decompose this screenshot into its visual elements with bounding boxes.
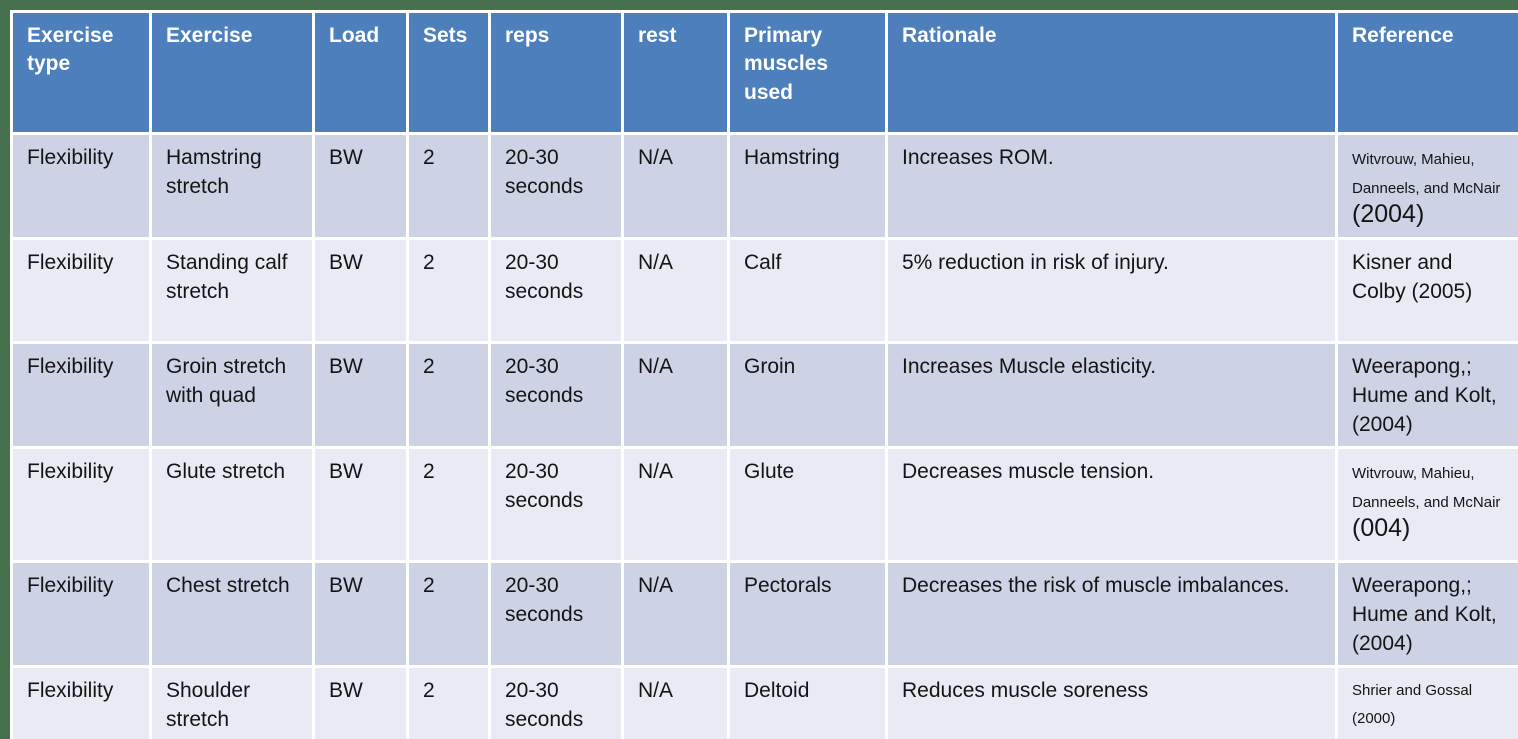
cell-primary-muscles: Pectorals bbox=[730, 562, 885, 665]
cell-reps: 20-30 seconds bbox=[491, 562, 621, 665]
header-rationale: Rationale bbox=[888, 13, 1335, 132]
cell-exercise-type: Flexibility bbox=[13, 239, 149, 341]
cell-rest: N/A bbox=[624, 562, 727, 665]
cell-reps: 20-30 seconds bbox=[491, 135, 621, 237]
cell-reps: 20-30 seconds bbox=[491, 239, 621, 341]
cell-reference: Kisner and Colby (2005) bbox=[1338, 239, 1518, 341]
cell-reference: Witvrouw, Mahieu, Danneels, and McNair (… bbox=[1338, 448, 1518, 560]
cell-primary-muscles: Deltoid bbox=[730, 667, 885, 739]
table-row: Flexibility Standing calf stretch BW 2 2… bbox=[13, 239, 1518, 341]
cell-exercise: Glute stretch bbox=[152, 448, 312, 560]
cell-primary-muscles: Calf bbox=[730, 239, 885, 341]
table-row: Flexibility Hamstring stretch BW 2 20-30… bbox=[13, 135, 1518, 237]
reference-authors: Weerapong,; Hume and Kolt, (2004) bbox=[1352, 573, 1497, 655]
cell-rationale: Increases Muscle elasticity. bbox=[888, 343, 1335, 446]
cell-sets: 2 bbox=[409, 667, 488, 739]
cell-rest: N/A bbox=[624, 667, 727, 739]
header-exercise: Exercise bbox=[152, 13, 312, 132]
cell-sets: 2 bbox=[409, 135, 488, 237]
cell-rest: N/A bbox=[624, 448, 727, 560]
cell-exercise: Hamstring stretch bbox=[152, 135, 312, 237]
cell-exercise-type: Flexibility bbox=[13, 448, 149, 560]
cell-rationale: Increases ROM. bbox=[888, 135, 1335, 237]
cell-rest: N/A bbox=[624, 239, 727, 341]
header-sets: Sets bbox=[409, 13, 488, 132]
cell-load: BW bbox=[315, 667, 406, 739]
cell-load: BW bbox=[315, 239, 406, 341]
cell-primary-muscles: Glute bbox=[730, 448, 885, 560]
header-exercise-type: Exercise type bbox=[13, 13, 149, 132]
cell-exercise: Shoulder stretch bbox=[152, 667, 312, 739]
header-load: Load bbox=[315, 13, 406, 132]
cell-reference: Witvrouw, Mahieu, Danneels, and McNair (… bbox=[1338, 135, 1518, 237]
cell-sets: 2 bbox=[409, 448, 488, 560]
cell-sets: 2 bbox=[409, 562, 488, 665]
table-row: Flexibility Glute stretch BW 2 20-30 sec… bbox=[13, 448, 1518, 560]
header-rest: rest bbox=[624, 13, 727, 132]
header-reference: Reference bbox=[1338, 13, 1518, 132]
reference-year: (004) bbox=[1352, 513, 1411, 542]
reference-authors: Weerapong,; Hume and Kolt, (2004) bbox=[1352, 354, 1497, 436]
cell-load: BW bbox=[315, 343, 406, 446]
flexibility-exercise-table: Exercise type Exercise Load Sets reps re… bbox=[10, 10, 1518, 739]
cell-rationale: 5% reduction in risk of injury. bbox=[888, 239, 1335, 341]
cell-sets: 2 bbox=[409, 239, 488, 341]
cell-reps: 20-30 seconds bbox=[491, 343, 621, 446]
cell-rationale: Decreases the risk of muscle imbalances. bbox=[888, 562, 1335, 665]
cell-load: BW bbox=[315, 562, 406, 665]
reference-authors: Witvrouw, Mahieu, Danneels, and McNair bbox=[1352, 151, 1501, 197]
table-row: Flexibility Shoulder stretch BW 2 20-30 … bbox=[13, 667, 1518, 739]
cell-sets: 2 bbox=[409, 343, 488, 446]
cell-primary-muscles: Hamstring bbox=[730, 135, 885, 237]
header-reps: reps bbox=[491, 13, 621, 132]
cell-exercise-type: Flexibility bbox=[13, 135, 149, 237]
reference-year: (2004) bbox=[1352, 199, 1425, 228]
cell-reps: 20-30 seconds bbox=[491, 448, 621, 560]
cell-exercise-type: Flexibility bbox=[13, 343, 149, 446]
cell-reference: Shrier and Gossal (2000) bbox=[1338, 667, 1518, 739]
cell-reps: 20-30 seconds bbox=[491, 667, 621, 739]
cell-exercise: Chest stretch bbox=[152, 562, 312, 665]
cell-exercise-type: Flexibility bbox=[13, 667, 149, 739]
cell-reference: Weerapong,; Hume and Kolt, (2004) bbox=[1338, 343, 1518, 446]
reference-authors: Shrier and Gossal (2000) bbox=[1352, 681, 1473, 728]
cell-rationale: Reduces muscle soreness bbox=[888, 667, 1335, 739]
cell-reference: Weerapong,; Hume and Kolt, (2004) bbox=[1338, 562, 1518, 665]
cell-rest: N/A bbox=[624, 135, 727, 237]
header-primary-muscles: Primary muscles used bbox=[730, 13, 885, 132]
cell-rationale: Decreases muscle tension. bbox=[888, 448, 1335, 560]
table-header-row: Exercise type Exercise Load Sets reps re… bbox=[13, 13, 1518, 132]
reference-authors: Kisner and Colby (2005) bbox=[1352, 250, 1473, 303]
table-row: Flexibility Chest stretch BW 2 20-30 sec… bbox=[13, 562, 1518, 665]
cell-exercise-type: Flexibility bbox=[13, 562, 149, 665]
cell-primary-muscles: Groin bbox=[730, 343, 885, 446]
cell-exercise: Groin stretch with quad bbox=[152, 343, 312, 446]
cell-load: BW bbox=[315, 135, 406, 237]
reference-authors: Witvrouw, Mahieu, Danneels, and McNair bbox=[1352, 464, 1501, 511]
cell-exercise: Standing calf stretch bbox=[152, 239, 312, 341]
cell-rest: N/A bbox=[624, 343, 727, 446]
table-row: Flexibility Groin stretch with quad BW 2… bbox=[13, 343, 1518, 446]
cell-load: BW bbox=[315, 448, 406, 560]
